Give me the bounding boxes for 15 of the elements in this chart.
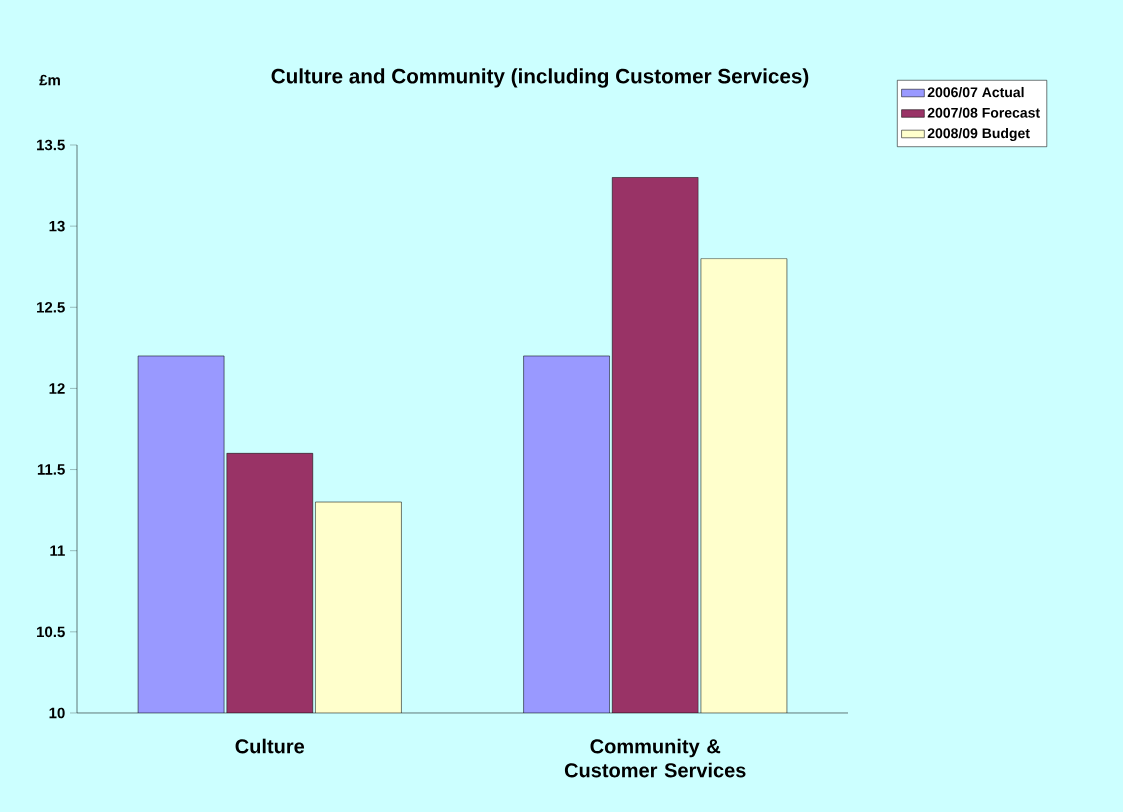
legend-label: 2008/09 Budget bbox=[927, 127, 1030, 142]
x-tick-label: Culture bbox=[235, 738, 305, 754]
y-tick-label: 11.5 bbox=[37, 464, 65, 475]
legend-label: 2007/08 Forecast bbox=[927, 107, 1040, 118]
chart-title: Culture and Community (including Customer Services) bbox=[271, 68, 809, 88]
legend-label: 2006/07 Actual bbox=[927, 86, 1024, 98]
y-tick-label: 12 bbox=[49, 383, 65, 394]
x-tick-label: Community & Customer Services bbox=[564, 738, 746, 778]
y-tick-label: 13.5 bbox=[37, 139, 65, 151]
y-tick-label: 12.5 bbox=[37, 301, 65, 313]
y-tick-label: 11 bbox=[50, 545, 65, 556]
y-tick-label: 13 bbox=[49, 220, 65, 232]
y-axis-title: £m bbox=[39, 74, 60, 86]
y-tick-label: 10 bbox=[49, 707, 65, 719]
y-tick-label: 10.5 bbox=[37, 626, 65, 638]
